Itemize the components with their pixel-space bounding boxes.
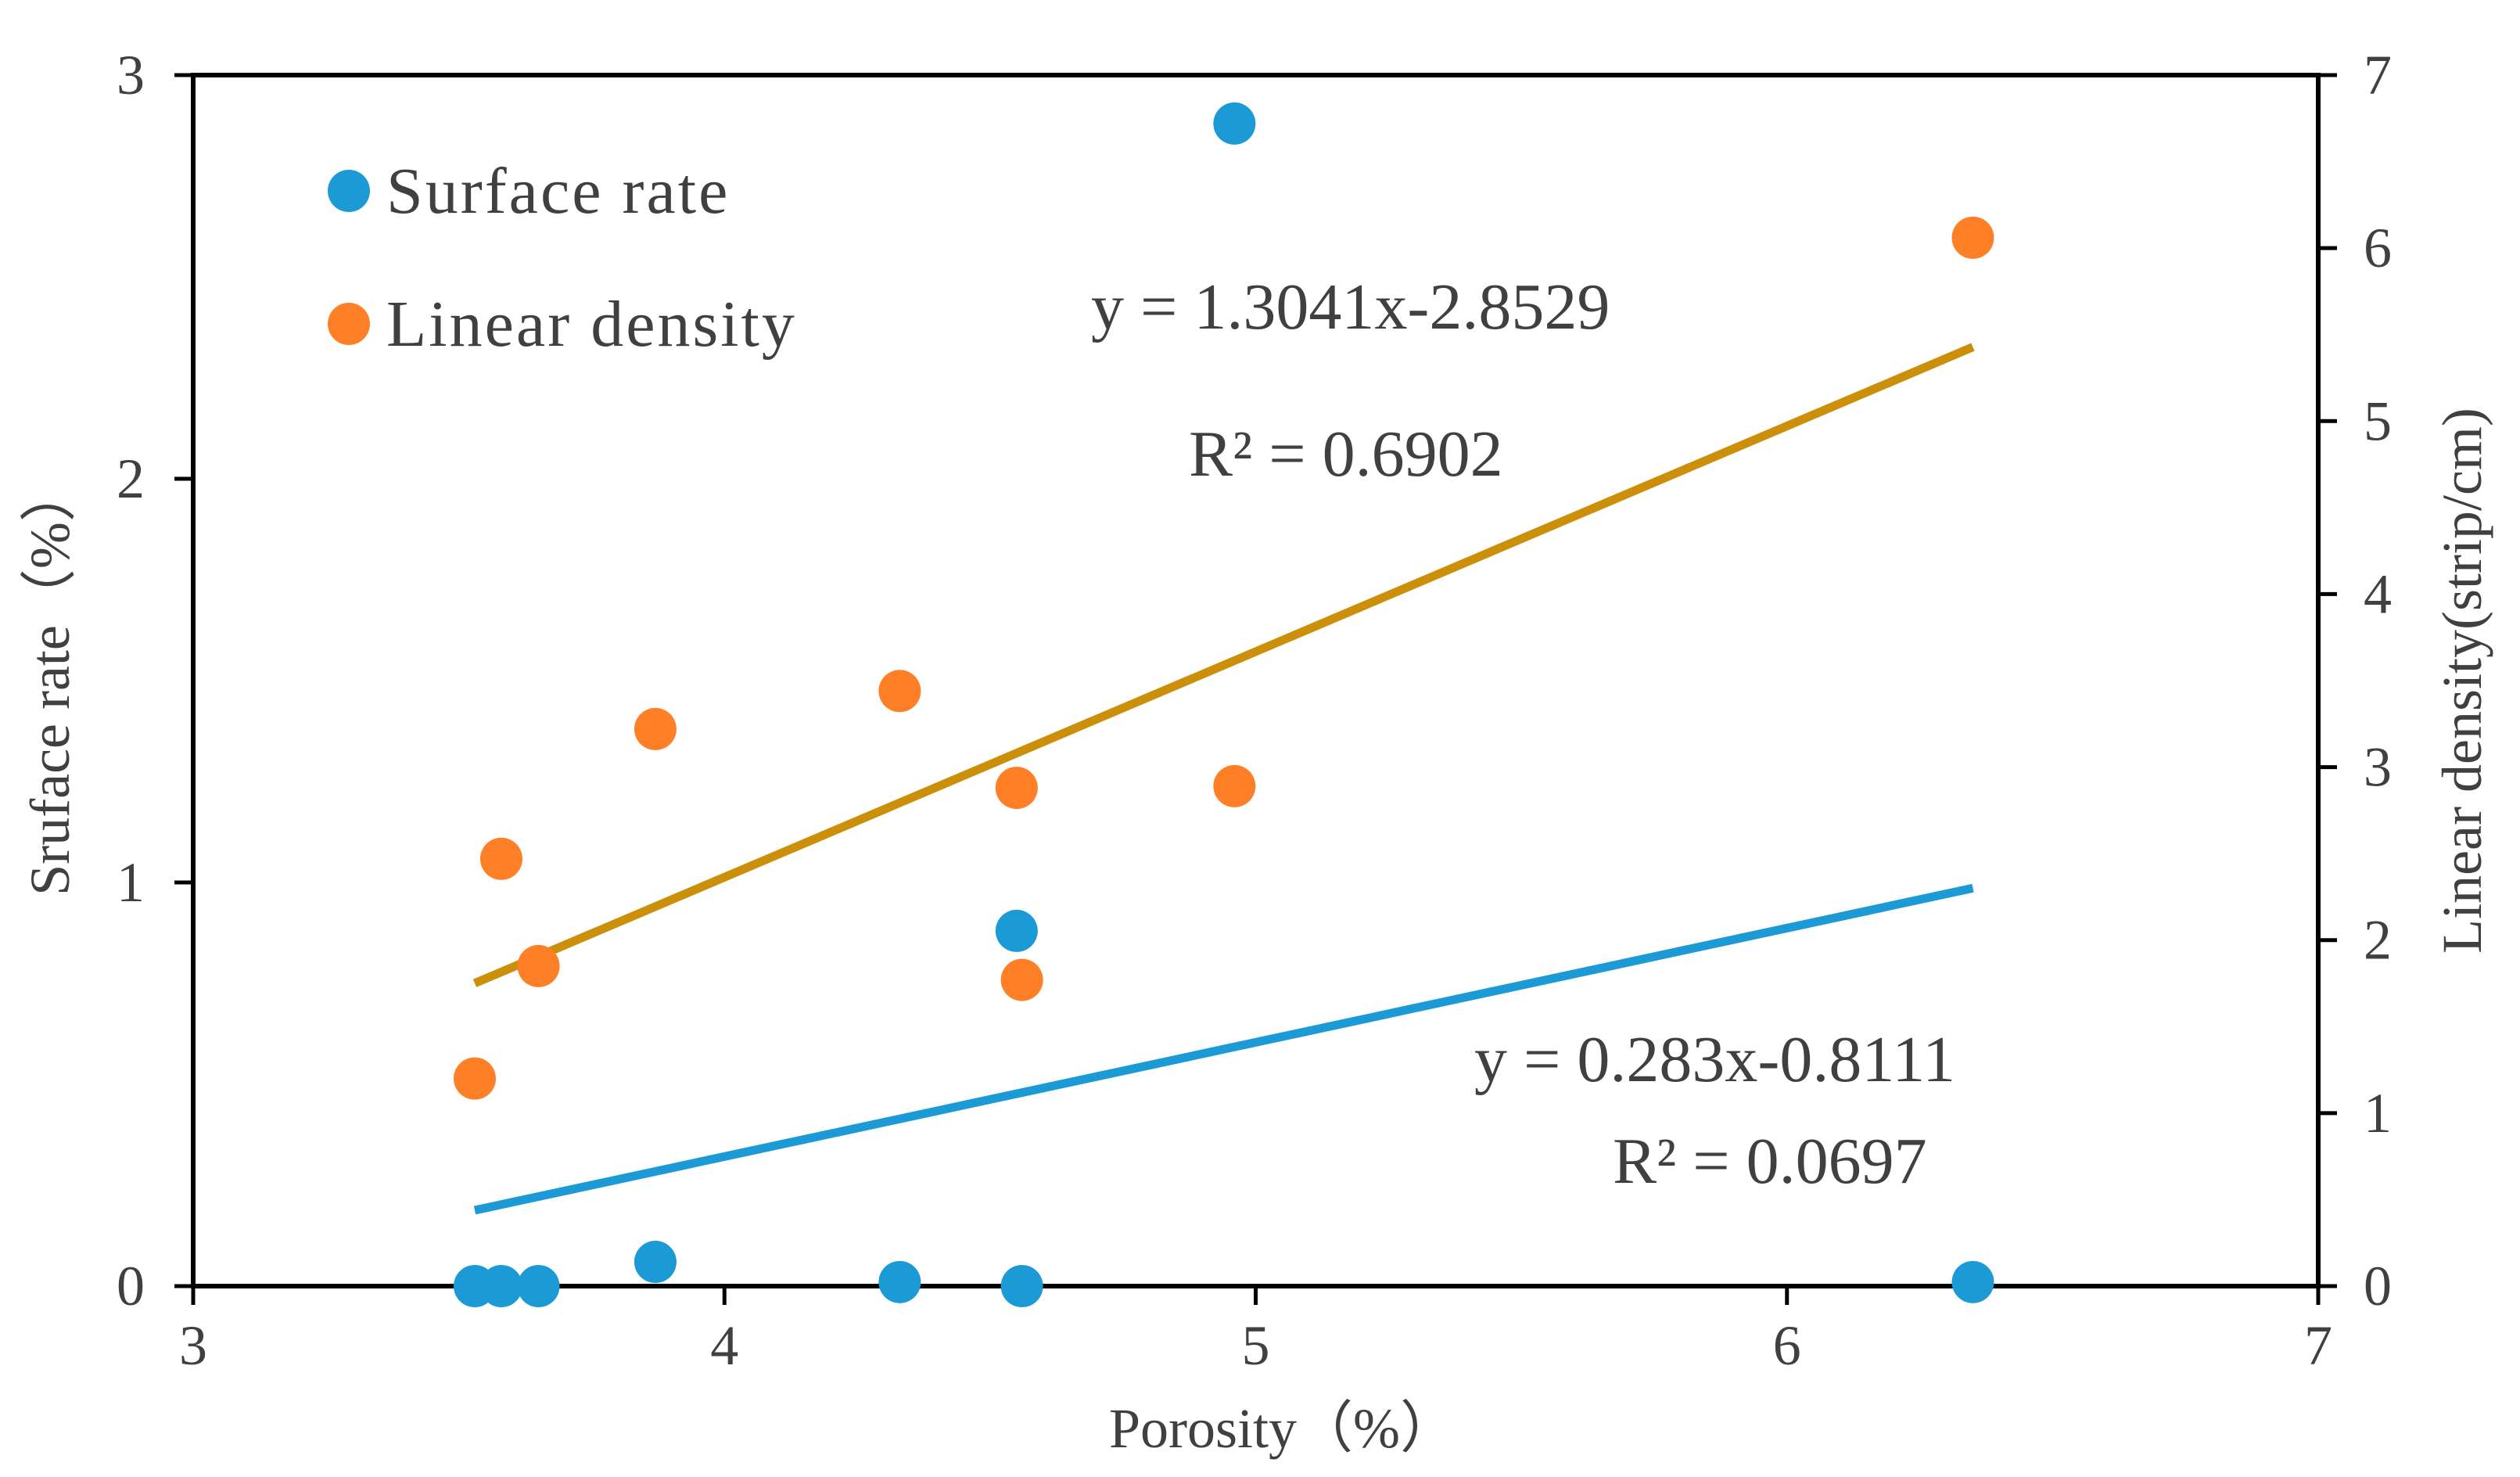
y-left-tick-label: 3: [117, 44, 145, 106]
point-surface-rate: [1000, 1265, 1043, 1307]
point-linear-density: [995, 767, 1038, 810]
point-linear-density: [1951, 216, 1994, 259]
point-linear-density: [634, 707, 677, 750]
point-surface-rate: [479, 1265, 522, 1307]
point-linear-density: [1000, 958, 1043, 1001]
y-left-tick-label: 1: [117, 851, 145, 914]
trendline-linear-density: [472, 343, 1975, 987]
point-surface-rate: [634, 1241, 677, 1284]
surface-rate-equation: y = 0.283x-0.8111: [1474, 1023, 1955, 1096]
x-axis-title: Porosity（%）: [1109, 1397, 1456, 1460]
x-tick-label: 3: [179, 1314, 207, 1377]
y-right-tick-label: 5: [2364, 390, 2392, 452]
trendline-surface-rate: [473, 883, 1974, 1215]
point-linear-density: [479, 837, 522, 880]
y-right-tick-label: 4: [2364, 562, 2392, 625]
point-surface-rate: [1213, 102, 1256, 145]
plot-frame: [191, 73, 2321, 1288]
point-linear-density: [1213, 764, 1256, 807]
y-left-tick-label: 2: [117, 447, 145, 510]
point-linear-density: [517, 944, 560, 987]
y-right-tick-label: 3: [2364, 736, 2392, 799]
linear-density-r2: R² = 0.6902: [1189, 418, 1503, 491]
point-surface-rate: [1951, 1260, 1994, 1303]
point-linear-density: [454, 1057, 497, 1100]
legend-label-linear-density: Linear density: [386, 288, 797, 361]
y-right-tick-label: 2: [2364, 909, 2392, 972]
x-tick-label: 7: [2304, 1314, 2332, 1377]
point-linear-density: [878, 670, 921, 713]
point-surface-rate: [995, 909, 1038, 952]
legend-label-surface-rate: Surface rate: [386, 155, 730, 228]
linear-density-equation: y = 1.3041x-2.8529: [1091, 271, 1610, 343]
legend: Surface rate Linear density: [328, 155, 797, 361]
y-left-tick-label: 0: [117, 1255, 145, 1317]
y-right-axis-title: Linear density(strip/cm): [2431, 408, 2493, 954]
y-left-axis-title: Sruface rate（%）: [19, 465, 81, 896]
surface-rate-r2: R² = 0.0697: [1613, 1125, 1927, 1198]
point-surface-rate: [517, 1265, 560, 1307]
legend-marker-linear-density: [328, 303, 370, 345]
y-right-tick-label: 6: [2364, 217, 2392, 279]
x-tick-label: 4: [710, 1314, 738, 1377]
trendlines: [472, 343, 1975, 1215]
legend-marker-surface-rate: [328, 170, 370, 212]
y-right-tick-label: 7: [2364, 44, 2392, 106]
x-tick-label: 6: [1773, 1314, 1801, 1377]
axis-ticks: [174, 73, 2337, 1305]
y-right-tick-label: 1: [2364, 1082, 2392, 1145]
point-surface-rate: [878, 1260, 921, 1303]
data-points: [454, 102, 1994, 1307]
y-right-tick-label: 0: [2364, 1255, 2392, 1317]
x-tick-label: 5: [1242, 1314, 1270, 1377]
